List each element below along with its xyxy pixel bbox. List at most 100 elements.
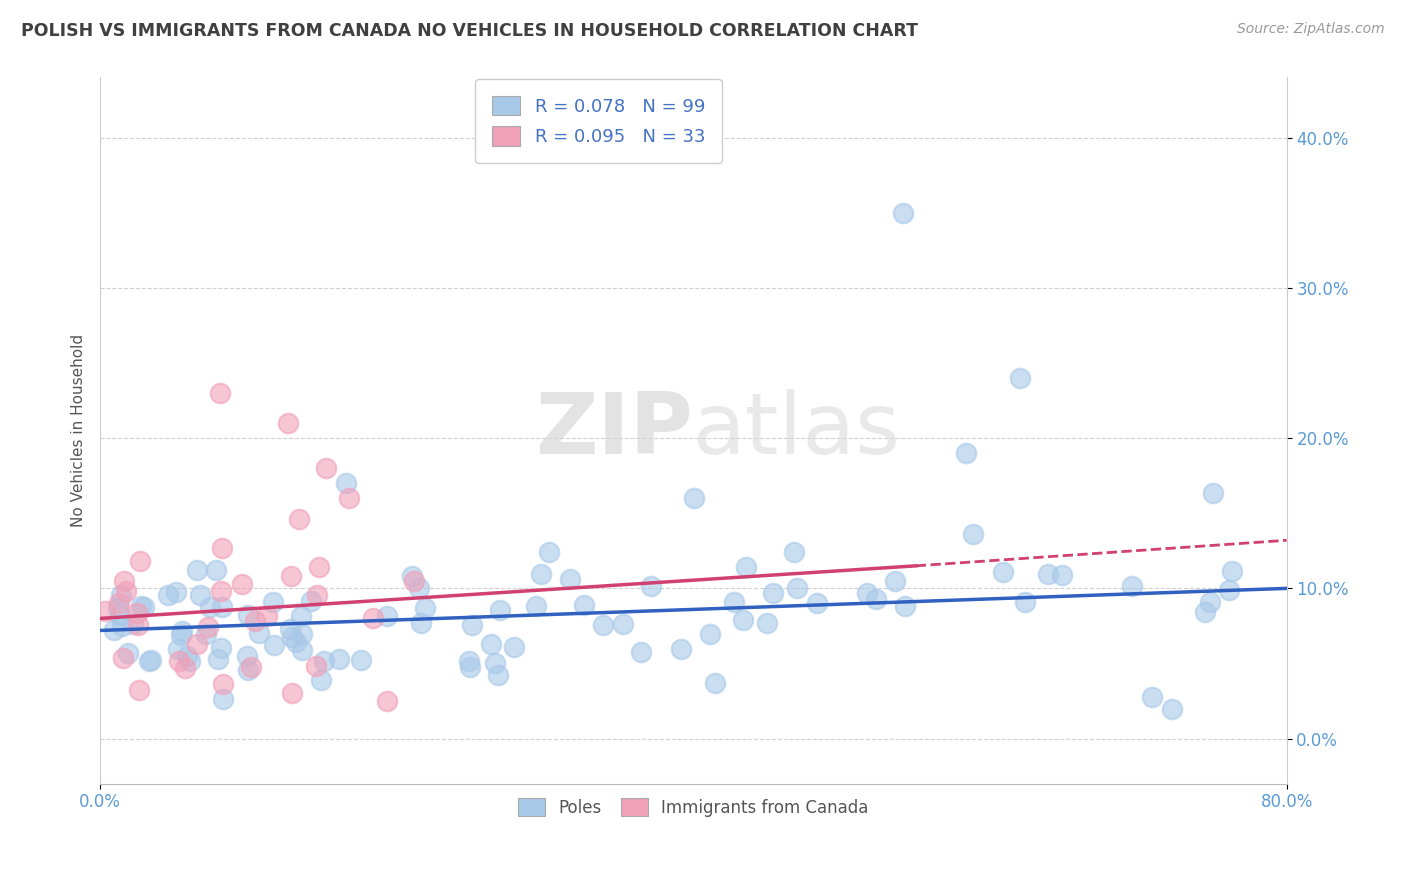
Point (537, 545, 560, 559)
Point (186, 637, 208, 651)
Point (806, 596, 828, 610)
Point (1218, 582, 1240, 597)
Point (194, 626, 217, 640)
Point (103, 624, 125, 638)
Point (572, 598, 595, 612)
Point (489, 603, 512, 617)
Point (1194, 606, 1216, 620)
Point (1142, 690, 1164, 704)
Point (117, 646, 139, 660)
Text: atlas: atlas (693, 389, 901, 472)
Point (127, 617, 149, 632)
Point (699, 626, 721, 640)
Point (235, 649, 257, 664)
Point (640, 579, 662, 593)
Point (236, 608, 259, 623)
Point (883, 574, 905, 588)
Point (112, 574, 135, 589)
Point (782, 544, 804, 558)
Point (280, 569, 302, 583)
Point (134, 599, 156, 614)
Point (176, 649, 198, 664)
Point (281, 630, 304, 644)
Point (156, 588, 179, 602)
Point (169, 654, 191, 668)
Point (1050, 568, 1073, 582)
Point (955, 446, 977, 460)
Point (188, 588, 211, 602)
Point (211, 541, 233, 556)
Point (278, 622, 301, 636)
Point (350, 653, 373, 667)
Legend: Poles, Immigrants from Canada: Poles, Immigrants from Canada (510, 789, 877, 825)
Point (301, 594, 323, 608)
Point (375, 694, 398, 708)
Point (315, 461, 337, 475)
Point (277, 416, 299, 430)
Point (263, 638, 285, 652)
Point (361, 611, 384, 625)
Point (891, 205, 914, 219)
Point (328, 652, 350, 666)
Point (107, 601, 129, 615)
Point (308, 560, 330, 574)
Point (231, 577, 253, 591)
Point (669, 642, 692, 657)
Point (894, 599, 917, 613)
Point (287, 512, 309, 526)
Point (479, 637, 502, 651)
Point (335, 476, 357, 491)
Point (723, 595, 745, 609)
Point (212, 677, 235, 691)
Point (413, 600, 436, 615)
Point (236, 664, 259, 678)
Point (762, 585, 785, 599)
Point (186, 563, 208, 577)
Point (486, 668, 509, 682)
Point (197, 620, 219, 634)
Point (1220, 564, 1243, 578)
Point (247, 626, 270, 640)
Point (683, 491, 706, 506)
Point (243, 614, 266, 628)
Point (211, 599, 233, 614)
Point (108, 608, 131, 623)
Point (198, 599, 221, 614)
Point (305, 588, 328, 602)
Point (1014, 595, 1036, 609)
Point (402, 574, 425, 588)
Point (630, 644, 652, 658)
Point (212, 691, 235, 706)
Point (138, 654, 160, 668)
Point (735, 559, 758, 574)
Point (962, 527, 984, 541)
Point (458, 660, 481, 674)
Point (172, 624, 194, 639)
Point (94, 603, 117, 617)
Point (558, 572, 581, 586)
Point (401, 569, 423, 583)
Point (111, 651, 134, 665)
Point (458, 654, 481, 668)
Point (262, 594, 284, 608)
Point (115, 584, 138, 599)
Point (209, 386, 232, 401)
Point (865, 591, 887, 606)
Point (207, 651, 229, 665)
Point (612, 616, 634, 631)
Point (1201, 486, 1223, 500)
Point (128, 683, 150, 698)
Point (503, 640, 526, 654)
Point (110, 588, 132, 602)
Point (461, 617, 484, 632)
Point (127, 606, 149, 620)
Point (1160, 701, 1182, 715)
Point (1121, 579, 1143, 593)
Point (484, 656, 506, 670)
Point (703, 676, 725, 690)
Point (179, 654, 201, 668)
Point (733, 613, 755, 627)
Point (107, 596, 129, 610)
Point (1008, 371, 1031, 385)
Point (309, 673, 332, 687)
